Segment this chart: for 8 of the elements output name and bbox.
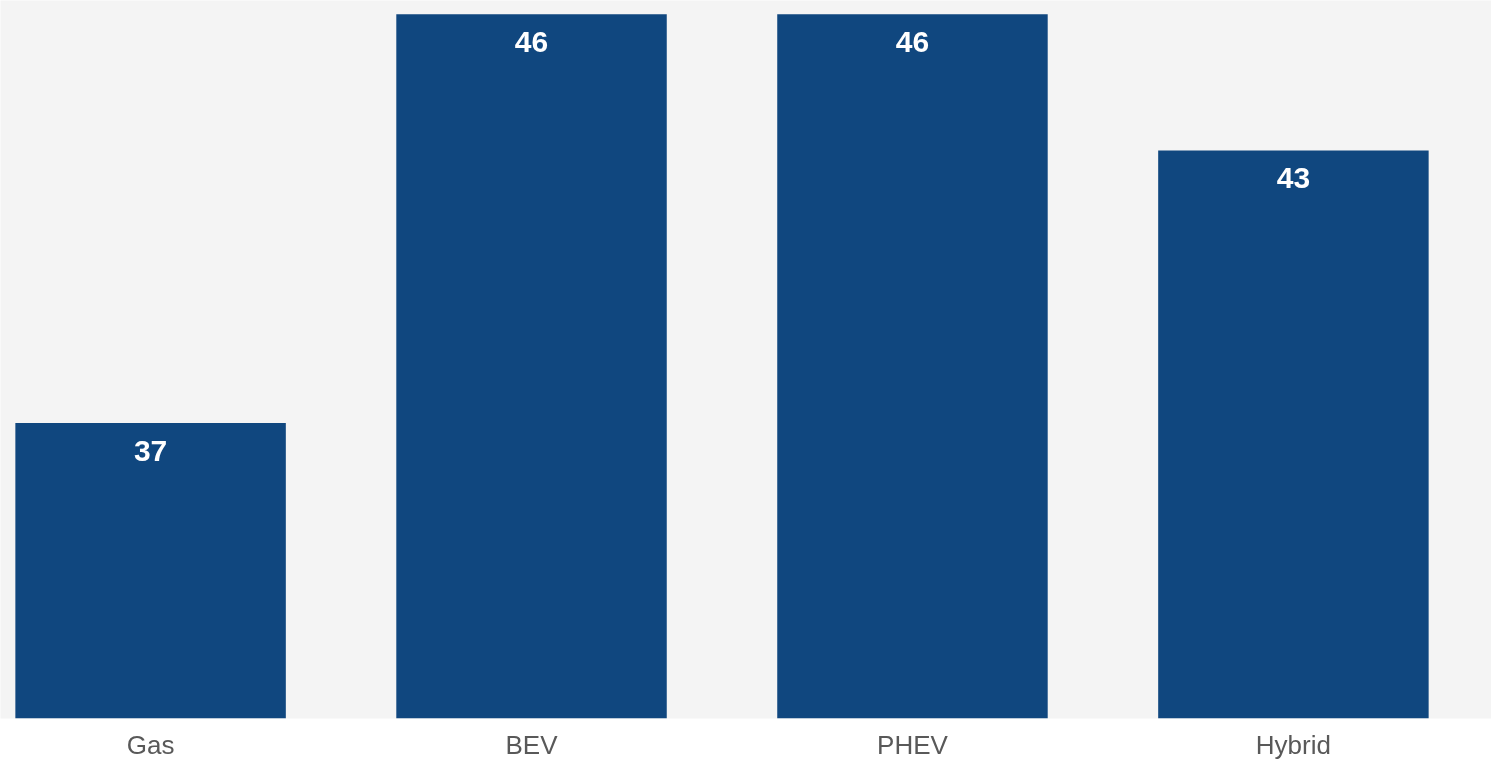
data-label: 46 <box>895 25 930 59</box>
data-label: 37 <box>133 434 168 468</box>
x-tick-label: Hybrid <box>1255 729 1331 760</box>
data-label: 43 <box>1276 161 1311 195</box>
x-tick-label: Gas <box>126 729 175 760</box>
x-tick-label: BEV <box>505 729 559 760</box>
data-label: 46 <box>514 25 549 59</box>
x-tick-label: PHEV <box>877 729 949 760</box>
